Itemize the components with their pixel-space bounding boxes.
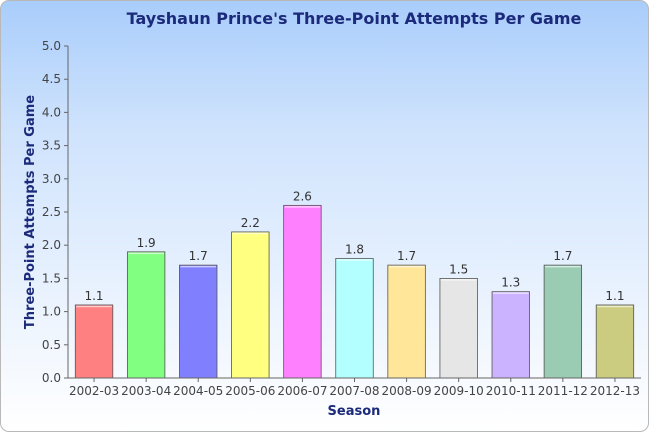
x-tick-label: 2010-11: [486, 384, 536, 398]
data-label: 1.7: [397, 249, 416, 263]
data-label: 1.9: [137, 236, 156, 250]
bar: [231, 231, 270, 379]
x-tick-label: 2008-09: [382, 384, 432, 398]
bar: [179, 264, 218, 379]
data-label: 1.7: [553, 249, 572, 263]
bar: [491, 291, 530, 379]
y-tick-label: 2.0: [42, 238, 61, 252]
x-axis: 2002-03 2003-04 2004-05 2005-06 2006-07 2007-…: [68, 377, 641, 398]
y-axis-label: Three-Point Attempts Per Game: [23, 95, 38, 329]
data-label: 1.7: [189, 249, 208, 263]
y-tick-label: 4.0: [42, 105, 61, 119]
bar: [283, 204, 322, 379]
y-tick-label: 3.0: [42, 172, 61, 186]
x-tick-label: 2009-10: [434, 384, 484, 398]
y-tick-label: 3.5: [42, 139, 61, 153]
y-tick-label: 0.5: [42, 338, 61, 352]
x-tick-label: 2004-05: [173, 384, 223, 398]
data-label: 1.5: [449, 262, 468, 276]
chart-title: Tayshaun Prince's Three-Point Attempts P…: [127, 9, 582, 28]
data-label: 2.6: [293, 189, 312, 203]
x-axis-label: Season: [328, 404, 381, 419]
x-tick-label: 2002-03: [69, 384, 119, 398]
y-tick-label: 0.0: [42, 371, 61, 385]
x-tick-label: 2007-08: [329, 384, 379, 398]
y-tick-label: 5.0: [42, 39, 61, 53]
x-tick-label: 2003-04: [121, 384, 171, 398]
bar: [387, 264, 426, 379]
x-tick-label: 2006-07: [277, 384, 327, 398]
bars: 1.1 1.9 1.7 2.2 2.6 1.8 1.7 1.5 1.3 1.7 1.1: [74, 189, 635, 379]
bar: [595, 304, 635, 379]
bar: [335, 258, 374, 379]
y-tick-label: 2.5: [42, 205, 61, 219]
bar: [439, 277, 478, 379]
data-label: 1.8: [345, 242, 364, 256]
bar: [126, 251, 166, 379]
bar: [543, 264, 583, 379]
data-label: 1.1: [605, 289, 624, 303]
y-tick-label: 4.5: [42, 72, 61, 86]
x-tick-label: 2005-06: [225, 384, 275, 398]
y-axis: 0.0 0.5 1.0 1.5 2.0 2.5 3.0 3.5 4.0 4.5 5.0: [42, 39, 69, 385]
bar: [74, 304, 114, 379]
data-label: 2.2: [241, 216, 260, 230]
data-label: 1.3: [501, 276, 520, 290]
y-tick-label: 1.5: [42, 271, 61, 285]
y-tick-label: 1.0: [42, 305, 61, 319]
x-tick-label: 2012-13: [590, 384, 640, 398]
x-tick-label: 2011-12: [538, 384, 588, 398]
data-label: 1.1: [84, 289, 103, 303]
